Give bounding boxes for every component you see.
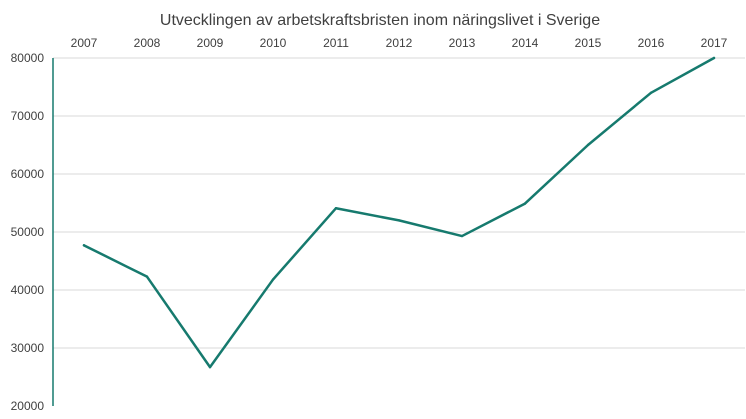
- x-tick-label: 2009: [197, 36, 224, 50]
- data-point: [586, 143, 590, 147]
- y-tick-label: 40000: [11, 283, 45, 297]
- data-point: [712, 56, 716, 60]
- x-axis: 2007 2008 2009 2010 2011 2012 2013 2014 2015 2016…: [71, 36, 728, 50]
- y-tick-label: 20000: [11, 399, 45, 413]
- series-group: [82, 56, 716, 369]
- data-point: [523, 202, 527, 205]
- data-point: [145, 275, 149, 278]
- data-point: [271, 278, 275, 281]
- chart-title: Utvecklingen av arbetskraftsbristen inom…: [160, 12, 600, 29]
- gridlines: [53, 57, 745, 349]
- data-point: [82, 244, 86, 247]
- x-tick-label: 2016: [638, 36, 665, 50]
- y-tick-label: 80000: [11, 51, 45, 65]
- data-point: [334, 207, 338, 210]
- x-tick-label: 2008: [134, 36, 161, 50]
- y-tick-label: 70000: [11, 109, 45, 123]
- y-tick-label: 30000: [11, 341, 45, 355]
- data-point: [397, 219, 401, 222]
- x-tick-label: 2015: [575, 36, 602, 50]
- data-point: [460, 234, 464, 238]
- data-point: [649, 91, 653, 95]
- x-tick-label: 2011: [323, 36, 349, 50]
- y-tick-label: 60000: [11, 167, 45, 181]
- x-tick-label: 2012: [386, 36, 413, 50]
- x-tick-label: 2014: [512, 36, 539, 50]
- x-tick-label: 2007: [71, 36, 98, 50]
- data-point: [208, 365, 212, 369]
- x-tick-label: 2010: [260, 36, 287, 50]
- series-line: [82, 56, 716, 369]
- x-tick-label: 2013: [449, 36, 476, 50]
- x-tick-label: 2017: [701, 36, 728, 50]
- y-tick-label: 50000: [11, 225, 45, 239]
- y-axis: 20000 30000 40000 50000 60000 70000 80000: [11, 51, 54, 413]
